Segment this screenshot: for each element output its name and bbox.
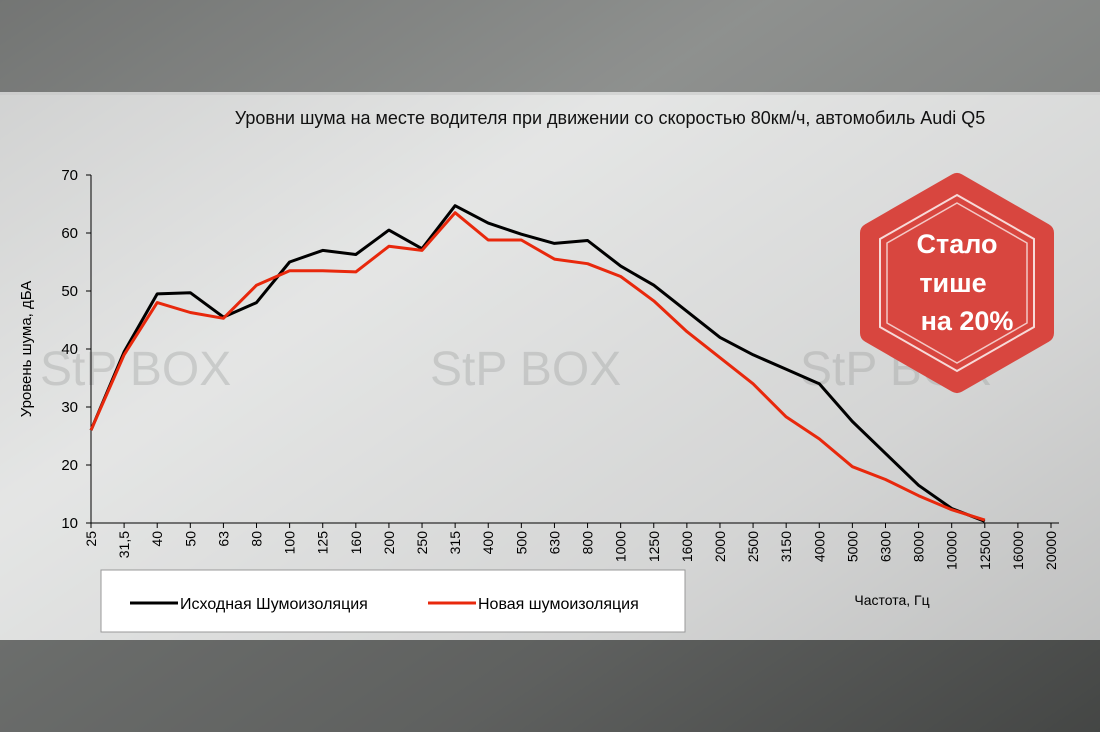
- x-tick-label: 31,5: [116, 531, 132, 558]
- badge-text: Стало: [916, 229, 997, 259]
- x-tick-label: 6300: [877, 531, 893, 562]
- x-tick-label: 160: [348, 531, 364, 555]
- x-tick-label: 3150: [778, 531, 794, 562]
- x-tick-label: 630: [546, 531, 562, 555]
- series-line: [89, 211, 986, 522]
- y-tick-label: 60: [61, 225, 78, 242]
- x-tick-label: 4000: [811, 531, 827, 562]
- x-tick-label: 63: [215, 531, 231, 547]
- x-tick-label: 50: [182, 531, 198, 547]
- y-axis-label: Уровень шума, дБА: [18, 281, 35, 418]
- badge-outline: [879, 193, 1035, 373]
- title-box: Уровни шума на месте водителя при движен…: [234, 108, 986, 128]
- background-bottom: [0, 640, 1100, 732]
- x-tick-label: 8000: [911, 531, 927, 562]
- y-tick-label: 20: [61, 457, 78, 474]
- badge-hexagon: [860, 173, 1054, 393]
- background-top: [0, 0, 1100, 95]
- legend-box: [100, 569, 686, 633]
- x-tick-label: 10000: [944, 531, 960, 570]
- x-tick-label: 40: [149, 531, 165, 547]
- x-axis-label: Частота, Гц: [854, 592, 929, 608]
- legend-label: Исходная Шумоизоляция: [180, 596, 368, 613]
- x-tick-label: 1000: [613, 531, 629, 562]
- x-tick-label: 500: [513, 531, 529, 555]
- watermark: StP BOX: [430, 343, 621, 396]
- x-tick-label: 100: [282, 531, 298, 555]
- y-tick-label: 70: [61, 167, 78, 184]
- badge-outline: [886, 202, 1028, 364]
- badge-text: тише: [919, 268, 986, 298]
- x-tick-label: 1250: [646, 531, 662, 562]
- y-tick-label: 30: [61, 399, 78, 416]
- x-tick-label: 315: [447, 531, 463, 555]
- y-tick-label: 10: [61, 515, 78, 532]
- chart-title: Уровни шума на месте водителя при движен…: [234, 108, 986, 128]
- y-tick-label: 40: [61, 341, 78, 358]
- badge-text: на 20%: [921, 306, 1014, 336]
- series-line: [89, 204, 986, 523]
- watermark: StP BOX: [40, 343, 231, 396]
- x-tick-label: 1600: [679, 531, 695, 562]
- x-tick-label: 400: [480, 531, 496, 555]
- x-tick-label: 2000: [712, 531, 728, 562]
- x-tick-label: 125: [315, 531, 331, 555]
- x-tick-label: 16000: [1010, 531, 1026, 570]
- x-tick-label: 80: [249, 531, 265, 547]
- x-tick-label: 2500: [745, 531, 761, 562]
- x-tick-label: 800: [580, 531, 596, 555]
- x-tick-label: 20000: [1043, 531, 1059, 570]
- watermarks: StP BOX StP BOX StP BOX: [40, 343, 991, 396]
- x-tick-label: 200: [381, 531, 397, 555]
- badge: [860, 173, 1054, 393]
- y-tick-label: 50: [61, 283, 78, 300]
- x-tick-label: 12500: [977, 531, 993, 570]
- legend-label: Новая шумоизоляция: [478, 596, 639, 613]
- x-tick-label: 250: [414, 531, 430, 555]
- x-tick-label: 5000: [844, 531, 860, 562]
- x-tick-label: 25: [83, 531, 99, 547]
